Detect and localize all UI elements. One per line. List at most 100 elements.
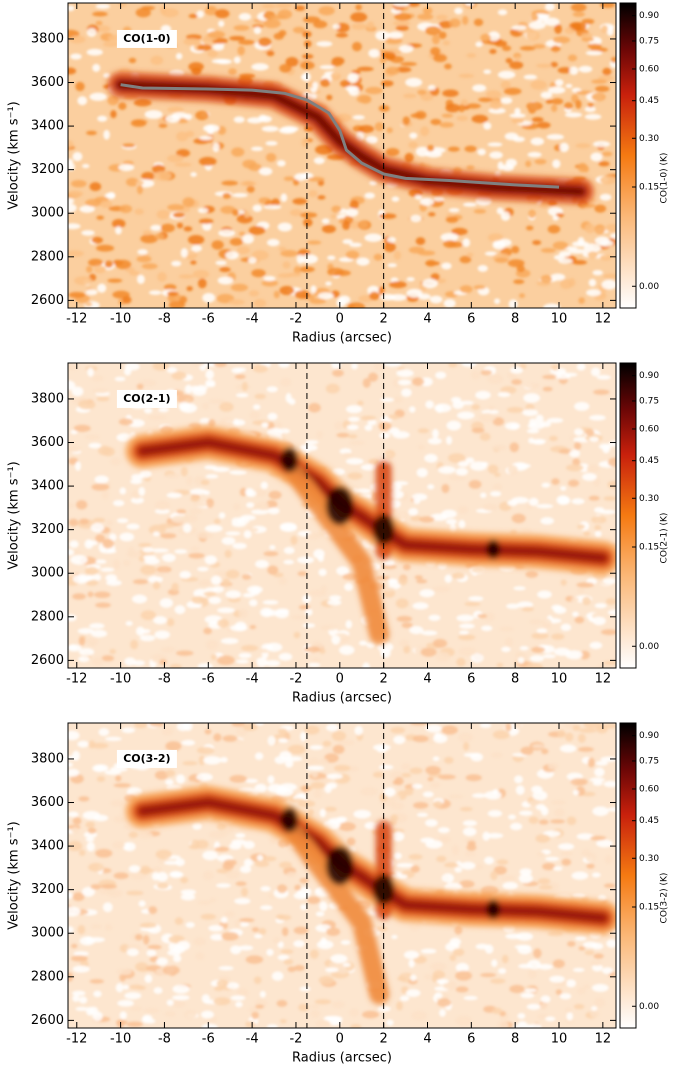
noise-blob <box>313 157 325 165</box>
emission <box>107 71 594 205</box>
noise-blob <box>568 248 587 254</box>
noise-blob <box>68 891 73 899</box>
noise-blob <box>307 532 323 540</box>
noise-blob <box>184 1010 197 1019</box>
noise-blob <box>226 870 240 880</box>
noise-blob <box>494 257 509 263</box>
noise-blob <box>253 298 267 308</box>
noise-blob <box>496 662 504 668</box>
noise-blob <box>364 233 383 243</box>
noise-blob <box>217 618 229 628</box>
noise-blob <box>511 245 520 254</box>
colorbar-tick-label: 0.75 <box>639 756 659 766</box>
noise-blob <box>457 460 470 467</box>
noise-blob <box>91 483 110 491</box>
noise-blob <box>128 831 139 839</box>
noise-blob <box>389 281 407 289</box>
noise-blob <box>183 38 201 46</box>
noise-blob <box>537 851 545 857</box>
noise-blob <box>526 1003 541 1010</box>
noise-blob <box>349 199 359 210</box>
noise-blob <box>536 628 548 634</box>
noise-blob <box>256 854 264 862</box>
noise-blob <box>219 417 236 427</box>
noise-blob <box>75 81 85 92</box>
noise-blob <box>167 106 185 113</box>
noise-blob <box>280 949 294 954</box>
noise-blob <box>160 533 177 539</box>
noise-blob <box>287 966 296 973</box>
noise-blob <box>293 631 301 639</box>
noise-blob <box>73 424 91 432</box>
noise-blob <box>411 783 423 789</box>
noise-blob <box>415 110 427 120</box>
x-tick-label: 4 <box>423 1032 431 1047</box>
noise-blob <box>305 608 313 616</box>
noise-blob <box>251 509 269 515</box>
noise-blob <box>574 401 590 411</box>
noise-blob <box>299 266 315 273</box>
noise-blob <box>70 179 87 188</box>
noise-blob <box>350 12 368 22</box>
x-tick-label: -8 <box>158 1032 171 1047</box>
noise-blob <box>448 208 460 213</box>
x-tick-label: 8 <box>511 1032 519 1047</box>
noise-blob <box>166 492 183 499</box>
noise-blob <box>267 735 276 746</box>
noise-blob <box>162 965 180 976</box>
noise-blob <box>560 623 572 632</box>
noise-blob <box>180 893 196 901</box>
panel: -12 -10 -8 -6 -4 -2 0 2 4 6 8 10 1226002800300032003… <box>7 2 670 346</box>
noise-blob <box>169 663 182 668</box>
noise-blob <box>112 841 125 850</box>
noise-blob <box>151 872 160 881</box>
noise-blob <box>174 549 188 554</box>
noise-blob <box>471 404 480 410</box>
noise-blob <box>291 615 306 620</box>
noise-blob <box>492 789 499 795</box>
noise-blob <box>255 723 264 726</box>
noise-blob <box>357 400 364 406</box>
noise-blob <box>510 423 519 430</box>
noise-blob <box>342 962 351 968</box>
noise-blob <box>238 209 245 215</box>
noise-blob <box>235 393 249 398</box>
noise-blob <box>331 1000 345 1009</box>
noise-blob <box>195 952 205 960</box>
noise-blob <box>387 578 397 584</box>
noise-blob <box>445 103 460 113</box>
noise-blob <box>125 621 133 626</box>
noise-blob <box>540 995 551 1003</box>
noise-blob <box>136 985 146 990</box>
noise-blob <box>523 382 540 389</box>
noise-blob <box>319 901 328 912</box>
noise-blob <box>607 457 616 467</box>
noise-blob <box>575 99 582 109</box>
noise-blob <box>310 285 317 294</box>
noise-blob <box>483 69 492 75</box>
noise-blob <box>436 855 447 863</box>
noise-blob <box>599 3 616 8</box>
noise-blob <box>424 453 438 463</box>
noise-blob <box>587 757 595 768</box>
noise-blob <box>420 377 433 387</box>
y-tick-label: 3000 <box>31 926 64 941</box>
noise-blob <box>70 554 88 565</box>
noise-blob <box>92 388 109 394</box>
noise-blob <box>477 264 488 272</box>
noise-blob <box>523 393 541 403</box>
noise-blob <box>221 180 239 186</box>
noise-blob <box>239 487 248 497</box>
noise-blob <box>482 503 498 511</box>
noise-blob <box>212 43 225 51</box>
noise-blob <box>131 474 144 481</box>
noise-blob <box>326 782 338 789</box>
noise-blob <box>154 630 171 640</box>
noise-blob <box>326 94 333 101</box>
noise-blob <box>571 893 586 898</box>
colorbar-label: CO(3-2) (K) <box>660 873 670 924</box>
noise-blob <box>241 887 248 897</box>
noise-blob <box>383 559 395 566</box>
noise-blob <box>591 515 607 524</box>
noise-blob <box>586 863 595 869</box>
